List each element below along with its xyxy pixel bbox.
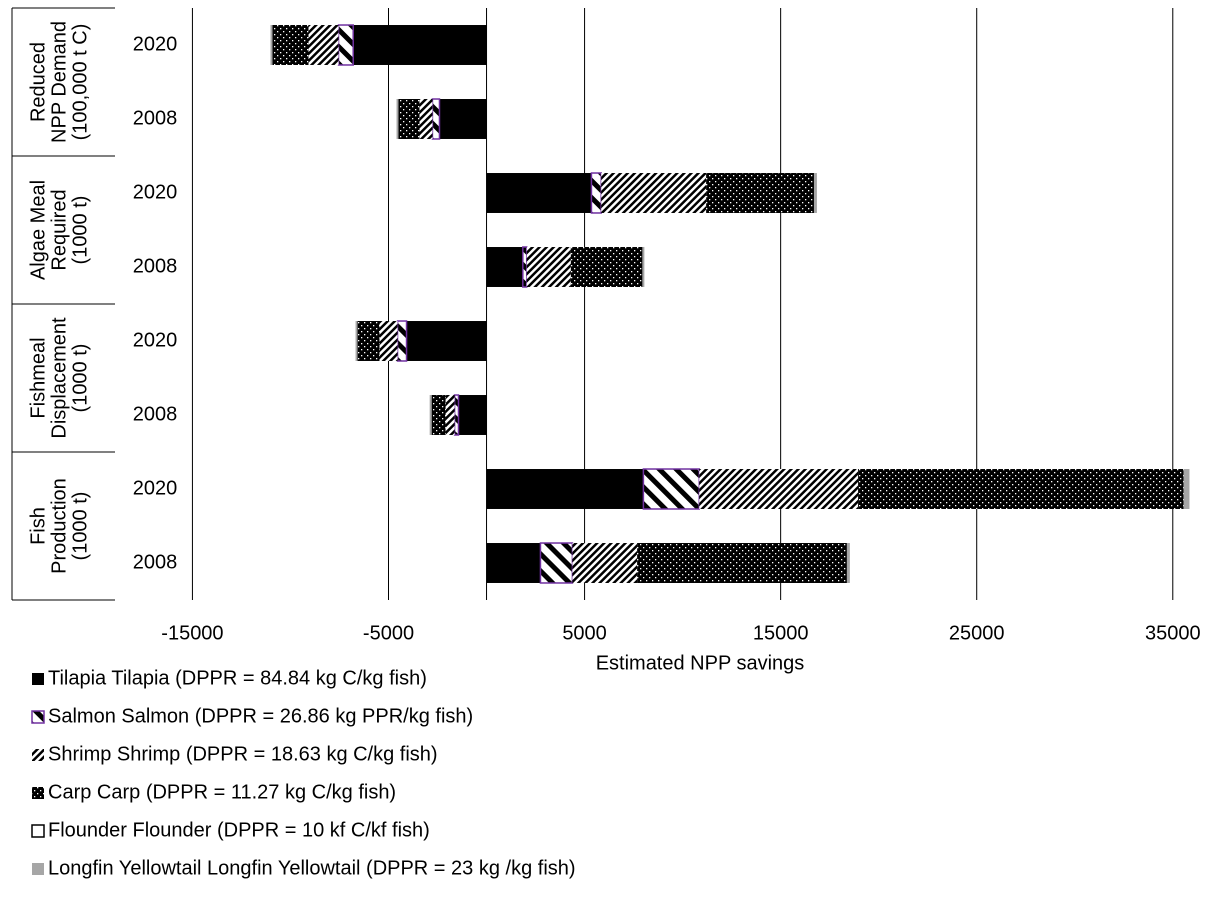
bar-segment bbox=[486, 543, 541, 583]
bar-segment bbox=[453, 394, 460, 436]
y-tick-label: 2020 bbox=[133, 181, 178, 203]
bar-segment bbox=[396, 320, 408, 362]
bar-segment bbox=[357, 321, 380, 361]
bar-segment bbox=[699, 469, 859, 509]
legend-label: Carp Carp (DPPR = 11.27 kg C/kg fish) bbox=[48, 781, 396, 803]
group-label: Fishmeal bbox=[27, 337, 49, 418]
x-tick-label: 35000 bbox=[1145, 622, 1201, 644]
bar-segment bbox=[570, 247, 643, 287]
group-label: (1000 t) bbox=[69, 196, 91, 265]
bar-segment bbox=[522, 246, 528, 288]
bar-segment bbox=[419, 99, 433, 139]
bar-segment bbox=[642, 468, 701, 510]
bar-segment bbox=[379, 321, 398, 361]
y-tick-label: 2008 bbox=[133, 551, 178, 573]
legend-swatch bbox=[32, 673, 44, 685]
bar-segment bbox=[431, 98, 441, 140]
bar-segment bbox=[353, 25, 487, 65]
y-tick-label: 2020 bbox=[133, 33, 178, 55]
bar-segment bbox=[431, 395, 446, 435]
legend-label: Tilapia Tilapia (DPPR = 84.84 kg C/kg fi… bbox=[48, 667, 427, 689]
bar-segment bbox=[642, 247, 645, 287]
group-label: Required bbox=[48, 189, 70, 270]
bar-segment bbox=[308, 25, 339, 65]
group-label: (1000 t) bbox=[69, 344, 91, 413]
bar-segment bbox=[590, 172, 602, 214]
group-label: Reduced bbox=[27, 42, 49, 122]
legend-swatch bbox=[32, 863, 44, 875]
x-axis-title: Estimated NPP savings bbox=[596, 652, 805, 674]
group-label: Displacement bbox=[48, 317, 70, 439]
bar-segment bbox=[486, 173, 592, 213]
bar-segment bbox=[858, 469, 1184, 509]
group-label: Fish bbox=[27, 507, 49, 545]
bar-segment bbox=[406, 321, 487, 361]
group-label: (1000 t) bbox=[69, 492, 91, 561]
bar-segment bbox=[706, 173, 814, 213]
bar-segment bbox=[445, 395, 455, 435]
legend-label: Shrimp Shrimp (DPPR = 18.63 kg C/kg fish… bbox=[48, 743, 438, 765]
bar-segment bbox=[526, 247, 571, 287]
bar-segment bbox=[337, 24, 354, 66]
bar-segment bbox=[846, 543, 850, 583]
bar-segment bbox=[272, 25, 309, 65]
bar-segment bbox=[539, 542, 574, 584]
legend-label: Salmon Salmon (DPPR = 26.86 kg PPR/kg fi… bbox=[48, 705, 473, 727]
bar-segment bbox=[396, 99, 399, 139]
group-label: Algae Meal bbox=[27, 180, 49, 280]
x-tick-label: -5000 bbox=[363, 622, 414, 644]
legend-swatch bbox=[32, 787, 44, 799]
y-tick-label: 2020 bbox=[133, 477, 178, 499]
legend-swatch bbox=[32, 749, 44, 761]
bar-segment bbox=[429, 395, 432, 435]
group-label: NPP Demand bbox=[48, 21, 70, 143]
bar-segment bbox=[355, 321, 358, 361]
bar-segment bbox=[572, 543, 638, 583]
bar-segment bbox=[1183, 469, 1190, 509]
bar-segment bbox=[486, 469, 644, 509]
legend-label: Longfin Yellowtail Longfin Yellowtail (D… bbox=[48, 857, 576, 879]
legend-swatch bbox=[31, 824, 45, 838]
y-tick-label: 2008 bbox=[133, 255, 178, 277]
group-label: (100,000 t C) bbox=[69, 24, 91, 141]
y-tick-label: 2008 bbox=[133, 403, 178, 425]
x-tick-label: 25000 bbox=[949, 622, 1005, 644]
bar-segment bbox=[601, 173, 707, 213]
bar-segment bbox=[458, 395, 487, 435]
legend-swatch bbox=[31, 710, 45, 724]
x-tick-label: 15000 bbox=[753, 622, 809, 644]
group-label: Production bbox=[48, 478, 70, 574]
bar-segment bbox=[398, 99, 420, 139]
bar-segment bbox=[270, 25, 273, 65]
y-tick-label: 2008 bbox=[133, 107, 178, 129]
x-tick-label: -15000 bbox=[161, 622, 223, 644]
bar-segment bbox=[637, 543, 847, 583]
bar-segment bbox=[486, 247, 523, 287]
bar-segment bbox=[439, 99, 487, 139]
bar-segment bbox=[813, 173, 817, 213]
x-tick-label: 5000 bbox=[562, 622, 607, 644]
legend-label: Flounder Flounder (DPPR = 10 kf C/kf fis… bbox=[48, 819, 430, 841]
y-tick-label: 2020 bbox=[133, 329, 178, 351]
